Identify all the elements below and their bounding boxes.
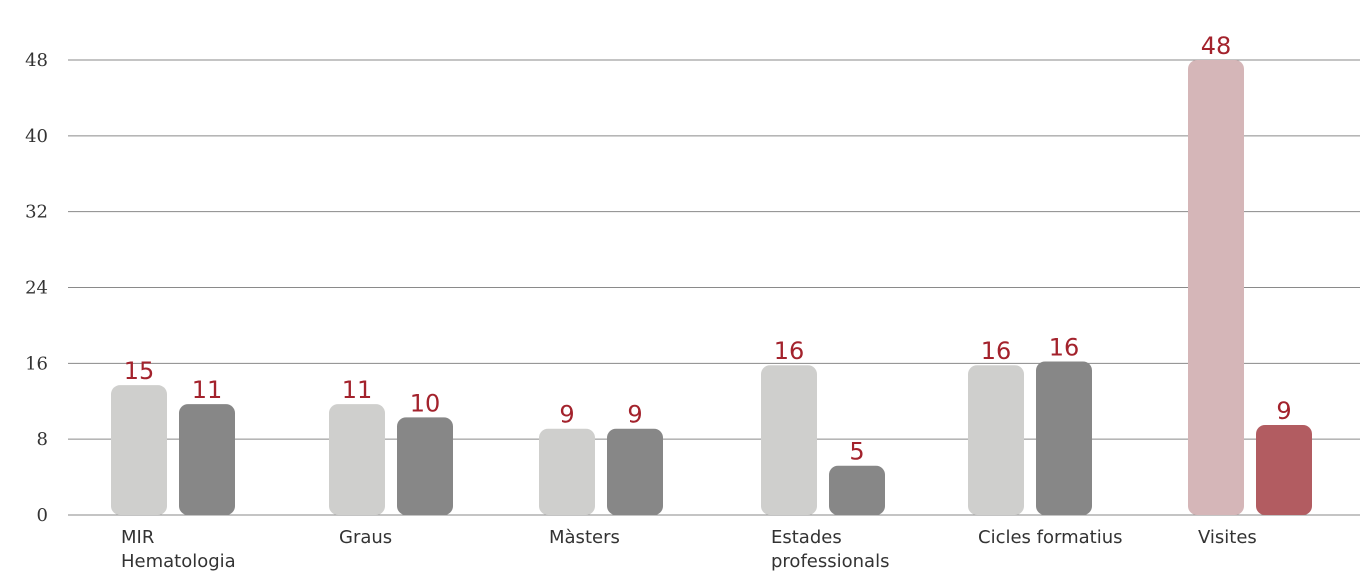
- data-label: 11: [342, 376, 373, 404]
- data-label: 11: [192, 376, 223, 404]
- x-category-label: Cicles formatius: [978, 527, 1122, 548]
- x-axis-category-labels: MIR Hematologia Graus Màsters Estades profess…: [121, 527, 1257, 572]
- x-category-label: Visites: [1198, 527, 1257, 548]
- data-label: 16: [1049, 333, 1080, 361]
- data-label: 16: [774, 337, 805, 365]
- y-axis-tick-labels: 0 8 16 24 32 40 48: [25, 50, 48, 526]
- y-tick-label: 48: [25, 50, 48, 71]
- bars: [111, 60, 1312, 515]
- data-labels: 15 11 11 10 9 9 16 5 16 16 48 9: [124, 32, 1292, 466]
- data-label: 9: [627, 401, 642, 429]
- data-label: 9: [1276, 397, 1291, 425]
- x-category-label: Graus: [339, 527, 392, 548]
- data-label: 5: [849, 438, 864, 466]
- y-tick-label: 24: [25, 278, 48, 299]
- y-gridlines: [68, 59, 1360, 516]
- bar: [179, 404, 235, 515]
- bar: [111, 385, 167, 515]
- bar: [1188, 60, 1244, 515]
- data-label: 15: [124, 357, 155, 385]
- data-label: 48: [1201, 32, 1232, 60]
- x-category-label: Màsters: [549, 527, 620, 548]
- bar: [329, 404, 385, 515]
- bar: [968, 365, 1024, 515]
- data-label: 9: [559, 401, 574, 429]
- y-tick-label: 8: [37, 429, 48, 450]
- y-tick-label: 40: [25, 126, 48, 147]
- bar: [1036, 361, 1092, 515]
- bar: [761, 365, 817, 515]
- x-category-label: professionals: [771, 551, 889, 572]
- bar: [607, 428, 663, 515]
- y-tick-label: 0: [37, 505, 48, 526]
- data-label: 16: [981, 337, 1012, 365]
- bar: [1256, 424, 1312, 515]
- bar: [539, 428, 595, 515]
- x-category-label: MIR: [121, 527, 154, 548]
- bar: [397, 417, 453, 515]
- data-label: 10: [410, 389, 441, 417]
- y-tick-label: 16: [25, 353, 48, 374]
- y-tick-label: 32: [25, 202, 48, 223]
- bar: [829, 465, 885, 515]
- x-category-label: Hematologia: [121, 551, 236, 572]
- x-category-label: Estades: [771, 527, 842, 548]
